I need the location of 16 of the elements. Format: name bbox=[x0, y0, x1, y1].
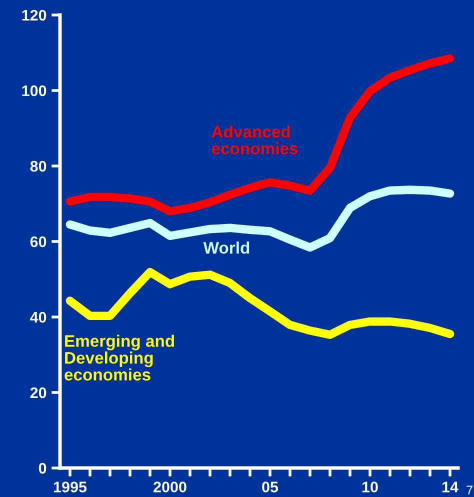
y-tick-label: 20 bbox=[30, 387, 46, 398]
y-tick-label: 40 bbox=[30, 312, 46, 323]
y-tick-label: 100 bbox=[22, 85, 46, 96]
y-tick-label: 0 bbox=[38, 462, 46, 474]
series-label: Advanced economies bbox=[212, 125, 298, 154]
y-tick-label: 60 bbox=[30, 236, 46, 248]
x-tick-label: 1995 bbox=[54, 482, 87, 492]
series-label: World bbox=[203, 242, 250, 254]
text: 7 bbox=[466, 486, 472, 494]
series-label: Emerging and Developing economies bbox=[64, 334, 174, 381]
x-tick-label: 14 bbox=[442, 482, 458, 492]
y-tick-label: 80 bbox=[30, 160, 46, 172]
x-tick-label: 10 bbox=[362, 482, 378, 492]
x-tick-label: 2000 bbox=[154, 482, 186, 492]
y-tick-label: 120 bbox=[22, 10, 46, 21]
x-tick-label: 05 bbox=[262, 482, 278, 492]
